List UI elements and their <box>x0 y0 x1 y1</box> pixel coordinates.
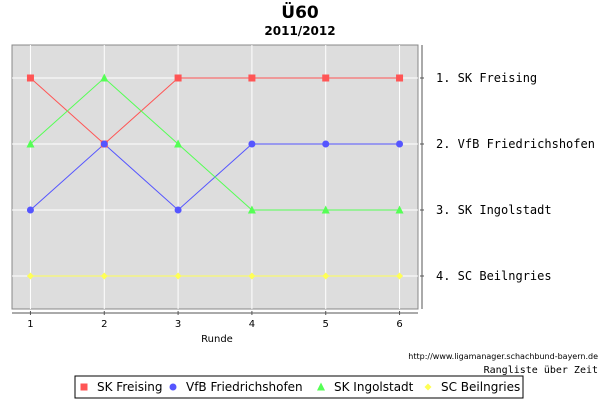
data-point <box>248 74 256 82</box>
data-point <box>174 74 182 82</box>
data-point <box>321 205 330 214</box>
x-tick-label: 4 <box>249 319 255 330</box>
series-line <box>30 77 400 145</box>
legend-label: SC Beilngries <box>441 380 520 394</box>
data-point <box>322 272 330 280</box>
data-point <box>395 205 404 214</box>
rank-labels: 1. SK Freising 2. VfB Friedrichshofen 3. S… <box>436 71 595 283</box>
legend-marker <box>80 383 88 391</box>
rank-label: 1. SK Freising <box>436 71 537 85</box>
data-point <box>174 272 182 280</box>
source-url: http://www.ligamanager.schachbund-bayern… <box>408 352 598 361</box>
data-point <box>26 206 34 214</box>
chart-subtitle: 2011/2012 <box>264 24 335 38</box>
data-point <box>26 74 34 82</box>
x-tick-label: 1 <box>27 319 33 330</box>
rank-label: 2. VfB Friedrichshofen <box>436 137 595 151</box>
x-tick-label: 6 <box>396 319 402 330</box>
legend-marker <box>317 382 325 391</box>
series-line <box>30 77 400 211</box>
legend-label: SK Freising <box>97 380 163 394</box>
chart-caption: Rangliste über Zeit <box>484 365 598 376</box>
axes: 1 2 3 4 5 6 <box>12 45 424 330</box>
legend-label: VfB Friedrichshofen <box>186 380 303 394</box>
data-point <box>174 139 183 148</box>
series-group <box>26 73 404 280</box>
x-tick-label: 5 <box>323 319 329 330</box>
data-point <box>26 272 34 280</box>
data-point <box>174 206 182 214</box>
data-point <box>322 74 330 82</box>
x-axis-label: Runde <box>201 334 233 345</box>
x-tick-label: 3 <box>175 319 181 330</box>
data-point <box>248 272 256 280</box>
data-point <box>26 139 35 148</box>
legend-label: SK Ingolstadt <box>334 380 414 394</box>
chart-title: Ü60 <box>281 1 319 23</box>
legend-box <box>74 375 524 399</box>
data-point <box>100 140 108 148</box>
data-point <box>248 140 256 148</box>
legend: SK Freising VfB Friedrichshofen SK Ingolst… <box>80 380 520 394</box>
data-point <box>396 74 404 82</box>
data-point <box>100 73 109 82</box>
data-point <box>396 272 404 280</box>
rank-label: 4. SC Beilngries <box>436 269 552 283</box>
data-point <box>100 272 108 280</box>
rank-label: 3. SK Ingolstadt <box>436 203 552 217</box>
legend-marker <box>169 383 177 391</box>
data-point <box>322 140 330 148</box>
data-point <box>247 205 256 214</box>
x-tick-label: 2 <box>101 319 107 330</box>
legend-marker <box>424 383 432 391</box>
data-point <box>396 140 404 148</box>
